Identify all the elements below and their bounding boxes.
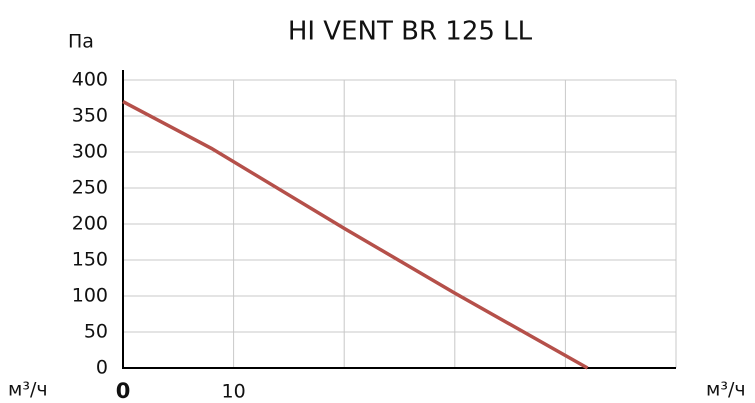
chart-title: HI VENT BR 125 LL [288, 17, 533, 47]
y-tick-label: 200 [72, 213, 108, 235]
x-tick-label: 10 [222, 381, 246, 403]
y-tick-label: 150 [72, 249, 108, 271]
y-tick-label: 350 [72, 105, 108, 127]
y-tick-label: 300 [72, 141, 108, 163]
x-tick-label: 0 [116, 379, 131, 403]
line [122, 100, 589, 370]
y-tick-label: 250 [72, 177, 108, 199]
x-axis-label: м³/ч [706, 379, 746, 401]
y-tick-label: 0 [96, 357, 108, 379]
x-axis-label: м³/ч [8, 379, 48, 401]
y-tick-label: 50 [84, 321, 108, 343]
y-tick-label: 100 [72, 285, 108, 307]
y-axis-label: Па [68, 31, 94, 53]
y-tick-label: 400 [72, 69, 108, 91]
